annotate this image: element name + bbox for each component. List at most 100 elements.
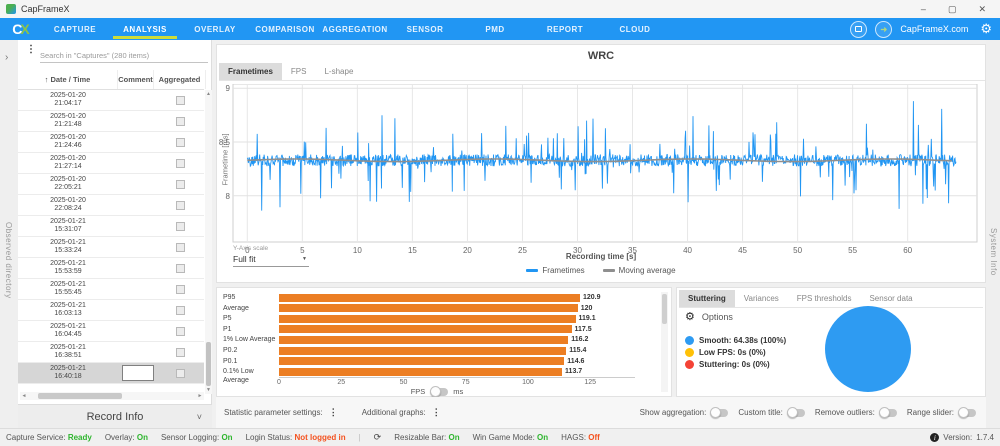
captures-vertical-scrollbar[interactable]: ▲ ▼ — [205, 90, 212, 394]
tab-fps-thresholds[interactable]: FPS thresholds — [796, 294, 852, 303]
aggregated-checkbox[interactable] — [176, 243, 185, 252]
scroll-left-icon[interactable]: ◄ — [21, 393, 27, 399]
system-info-label[interactable]: System Info — [989, 228, 998, 276]
capture-row[interactable]: 2025-01-21 16:38:51 — [18, 342, 204, 363]
status-hags: HAGS: Off — [561, 433, 600, 442]
tab-sensor-data[interactable]: Sensor data — [869, 294, 913, 303]
close-button[interactable]: ✕ — [978, 3, 986, 14]
aggregated-checkbox[interactable] — [176, 306, 185, 315]
version-label: Version: — [943, 433, 973, 442]
column-header-date-time[interactable]: ↑ Date / Time — [18, 70, 118, 89]
scroll-right-icon[interactable]: ► — [197, 393, 203, 399]
screenshot-icon[interactable] — [850, 20, 868, 38]
login-icon[interactable]: ➜ — [875, 20, 893, 38]
additional-graphs-kebab-icon[interactable]: ⋮ — [431, 407, 441, 417]
comment-edit-box[interactable] — [122, 365, 154, 381]
bar-chart-scrollbar[interactable] — [661, 292, 668, 392]
aggregated-checkbox[interactable] — [176, 348, 185, 357]
capture-row[interactable]: 2025-01-21 16:40:18 — [18, 363, 204, 384]
nav-item-sensor[interactable]: SENSOR — [406, 24, 444, 34]
nav-item-overlay[interactable]: OVERLAY — [194, 24, 236, 34]
x-axis-label: Recording time [s] — [565, 252, 637, 261]
nav-item-aggregation[interactable]: AGGREGATION — [322, 24, 388, 34]
nav-item-cloud[interactable]: CLOUD — [619, 24, 651, 34]
capture-row[interactable]: 2025-01-21 15:33:24 — [18, 237, 204, 258]
aggregated-checkbox[interactable] — [176, 159, 185, 168]
capture-row[interactable]: 2025-01-20 21:27:14 — [18, 153, 204, 174]
aggregated-checkbox[interactable] — [176, 180, 185, 189]
aggregated-checkbox[interactable] — [176, 222, 185, 231]
scroll-up-icon[interactable]: ▲ — [206, 91, 211, 97]
custom-title-toggle[interactable] — [786, 407, 805, 418]
captures-horizontal-scrollbar[interactable]: ◄ ► — [20, 392, 204, 400]
capture-row[interactable]: 2025-01-21 16:04:45 — [18, 321, 204, 342]
captures-menu-kebab-icon[interactable]: ⋮ — [26, 44, 36, 55]
y-axis-scale-dropdown[interactable]: Full fit ▼ — [233, 254, 309, 267]
tab-l-shape[interactable]: L-shape — [324, 67, 354, 76]
nav-item-pmd[interactable]: PMD — [485, 24, 505, 34]
nav-item-comparison[interactable]: COMPARISON — [255, 24, 315, 34]
observed-directory-expander-icon[interactable]: › — [5, 52, 9, 63]
tab-fps[interactable]: FPS — [290, 67, 307, 76]
aggregated-checkbox[interactable] — [176, 201, 185, 210]
bar-row: 1% Low Average 116.2 — [217, 335, 671, 344]
nav-item-capture[interactable]: CAPTURE — [53, 24, 97, 34]
capture-row[interactable]: 2025-01-20 22:05:21 — [18, 174, 204, 195]
capture-row[interactable]: 2025-01-21 15:53:59 — [18, 258, 204, 279]
aggregated-checkbox[interactable] — [176, 96, 185, 105]
remove-outliers-toggle[interactable] — [878, 407, 897, 418]
fps-ms-toggle[interactable] — [430, 386, 449, 397]
vertical-scroll-thumb[interactable] — [206, 342, 211, 386]
chart-title: WRC — [587, 50, 615, 62]
column-header-comment[interactable]: Comment — [118, 70, 154, 89]
record-info-expander[interactable]: Record Info ˅ — [18, 404, 212, 428]
tab-variances[interactable]: Variances — [743, 294, 779, 303]
show-aggregation-toggle[interactable] — [710, 407, 729, 418]
options-label[interactable]: Options — [701, 311, 733, 322]
capture-row[interactable]: 2025-01-21 15:31:07 — [18, 216, 204, 237]
svg-text:35: 35 — [628, 246, 637, 255]
scroll-down-icon[interactable]: ▼ — [206, 387, 211, 393]
statistic-settings-kebab-icon[interactable]: ⋮ — [328, 407, 338, 417]
capture-row[interactable]: 2025-01-20 21:21:48 — [18, 111, 204, 132]
aggregated-checkbox[interactable] — [176, 285, 185, 294]
bar-row: P1 117.5 — [217, 325, 671, 334]
capframex-com-link[interactable]: CapFrameX.com — [900, 24, 969, 34]
column-header-aggregated[interactable]: Aggregated — [154, 70, 206, 89]
nav-item-analysis[interactable]: ANALYSIS — [110, 18, 180, 40]
minimize-button[interactable]: – — [920, 3, 926, 14]
image-glyph — [855, 26, 863, 32]
capture-row[interactable]: 2025-01-20 21:04:17 — [18, 90, 204, 111]
horizontal-scroll-thumb[interactable] — [38, 393, 122, 399]
maximize-button[interactable]: ▢ — [947, 3, 957, 14]
capture-row[interactable]: 2025-01-21 16:03:13 — [18, 300, 204, 321]
statistics-bar-chart-card: P95 120.9 Average 120 P5 119.1 P1 117.5 1% Low A… — [216, 287, 672, 397]
bar-x-tick: 100 — [522, 379, 534, 386]
aggregated-checkbox[interactable] — [176, 327, 185, 336]
tab-frametimes[interactable]: Frametimes — [219, 63, 282, 80]
settings-gear-icon[interactable]: ⚙ — [980, 21, 992, 36]
main-menu-bar: CX CAPTURE ANALYSIS OVERLAY COMPARISON AGGRE… — [0, 18, 1000, 40]
tab-stuttering[interactable]: Stuttering — [679, 290, 735, 307]
aggregated-checkbox[interactable] — [176, 117, 185, 126]
bar-scroll-thumb[interactable] — [662, 294, 667, 324]
aggregated-checkbox[interactable] — [176, 369, 185, 378]
nav-item-report[interactable]: REPORT — [546, 24, 584, 34]
bar-category-label: 1% Low Average — [223, 336, 276, 344]
search-input[interactable] — [40, 48, 208, 63]
legend-text: Low FPS: 0s (0%) — [699, 347, 766, 357]
range-slider-toggle[interactable] — [958, 407, 976, 418]
capture-row[interactable]: 2025-01-20 22:08:24 — [18, 195, 204, 216]
aggregated-checkbox[interactable] — [176, 264, 185, 273]
options-gear-icon[interactable]: ⚙ — [685, 311, 695, 323]
unit-ms-label[interactable]: ms — [453, 387, 464, 396]
capture-row[interactable]: 2025-01-20 21:24:46 — [18, 132, 204, 153]
capture-date-time: 2025-01-21 15:33:24 — [50, 239, 86, 254]
bar-row: 0.1% Low Average 113.7 — [217, 367, 671, 384]
capture-date-time: 2025-01-20 21:24:46 — [50, 134, 86, 149]
toggle-label: Custom title: — [738, 408, 783, 417]
capture-row[interactable]: 2025-01-21 15:55:45 — [18, 279, 204, 300]
aggregated-checkbox[interactable] — [176, 138, 185, 147]
bar-row: P0.1 114.6 — [217, 357, 671, 366]
unit-fps-label[interactable]: FPS — [410, 387, 426, 396]
